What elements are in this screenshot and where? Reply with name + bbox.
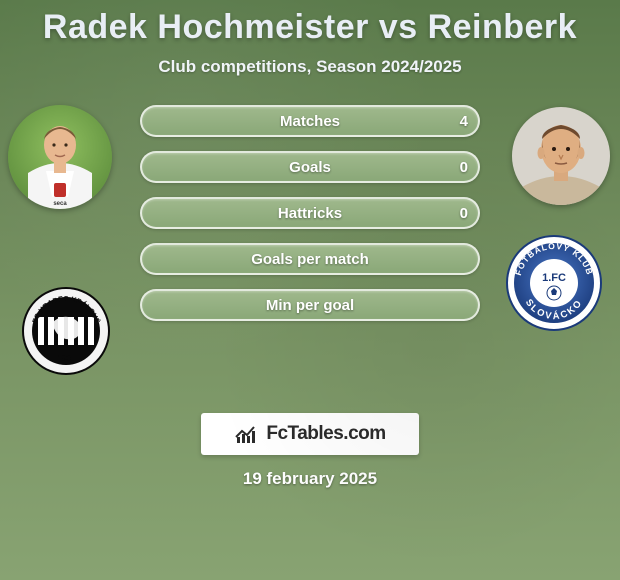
page-title: Radek Hochmeister vs Reinberk (0, 0, 620, 47)
stat-label: Hattricks (278, 205, 342, 222)
brand-box: FcTables.com (201, 413, 419, 455)
player-left-avatar: seca (8, 105, 112, 209)
stat-bars: Matches 4 Goals 0 Hattricks 0 Goals per … (140, 105, 480, 335)
stat-label: Goals (289, 159, 331, 176)
stat-bar: Min per goal (140, 289, 480, 321)
stat-label: Matches (280, 113, 340, 130)
svg-text:1905: 1905 (57, 354, 75, 363)
stat-value-right: 4 (460, 113, 468, 130)
date-text: 19 february 2025 (0, 469, 620, 489)
player-right-avatar (512, 107, 610, 205)
stat-bar: Hattricks 0 (140, 197, 480, 229)
stat-bar: Goals 0 (140, 151, 480, 183)
stats-area: seca (0, 105, 620, 385)
club-left-badge: FC HRADEC KRÁLOVÉ 1905 (22, 287, 110, 375)
stat-label: Min per goal (266, 297, 354, 314)
subtitle: Club competitions, Season 2024/2025 (0, 57, 620, 77)
stat-value-right: 0 (460, 205, 468, 222)
stat-bar: Matches 4 (140, 105, 480, 137)
chart-icon (234, 423, 260, 445)
club-right-badge: 1.FC FOTBALOVÝ KLUB SLOVÁCKO (506, 235, 602, 331)
stat-label: Goals per match (251, 251, 369, 268)
svg-text:1.FC: 1.FC (542, 272, 566, 284)
svg-text:seca: seca (53, 201, 67, 207)
stat-value-right: 0 (460, 159, 468, 176)
brand-text: FcTables.com (266, 423, 385, 445)
stat-bar: Goals per match (140, 243, 480, 275)
